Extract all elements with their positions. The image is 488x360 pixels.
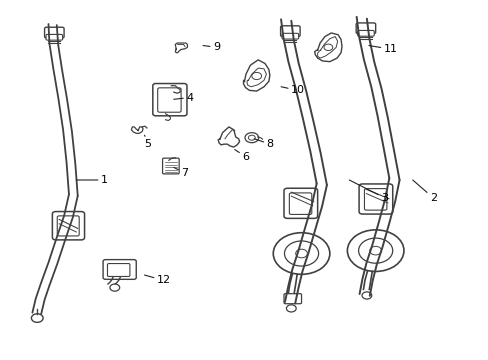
FancyBboxPatch shape	[103, 260, 136, 279]
FancyBboxPatch shape	[289, 193, 311, 215]
FancyBboxPatch shape	[162, 158, 179, 174]
FancyBboxPatch shape	[364, 189, 386, 210]
FancyBboxPatch shape	[280, 26, 300, 37]
Text: 2: 2	[412, 180, 436, 203]
Text: 10: 10	[281, 85, 304, 95]
FancyBboxPatch shape	[158, 88, 181, 112]
Text: 4: 4	[173, 93, 193, 103]
Text: 12: 12	[144, 275, 170, 285]
FancyBboxPatch shape	[284, 294, 301, 304]
FancyBboxPatch shape	[357, 31, 373, 36]
Text: 1: 1	[76, 175, 107, 185]
Text: 6: 6	[234, 149, 248, 162]
Text: 3: 3	[348, 180, 387, 203]
Text: 7: 7	[173, 167, 188, 178]
FancyBboxPatch shape	[52, 212, 84, 240]
Text: 11: 11	[368, 44, 397, 54]
FancyBboxPatch shape	[107, 264, 130, 276]
FancyBboxPatch shape	[358, 184, 392, 214]
FancyBboxPatch shape	[57, 216, 79, 236]
Text: 5: 5	[144, 135, 151, 149]
Text: 8: 8	[254, 139, 273, 149]
Text: 9: 9	[203, 42, 220, 52]
FancyBboxPatch shape	[282, 33, 298, 39]
FancyBboxPatch shape	[44, 27, 64, 38]
FancyBboxPatch shape	[284, 188, 317, 219]
FancyBboxPatch shape	[355, 23, 375, 34]
FancyBboxPatch shape	[46, 35, 62, 40]
FancyBboxPatch shape	[153, 84, 186, 116]
